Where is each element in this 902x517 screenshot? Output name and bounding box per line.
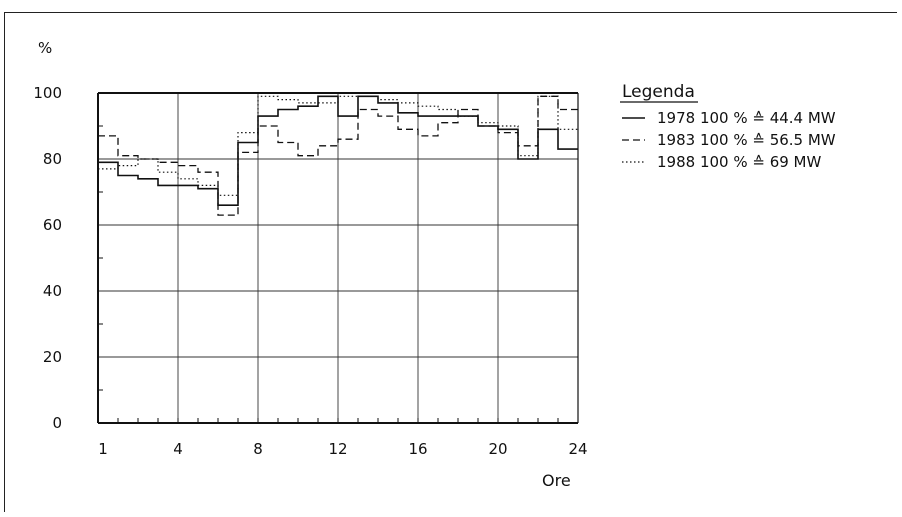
y-tick-label: 80 [43,150,62,168]
legend-label-1988: 1988 100 % ≙ 69 MW [657,153,821,171]
y-tick-label: 0 [52,414,62,432]
x-axis-title: Ore [542,471,571,490]
series-group [98,95,578,216]
axes [97,92,579,424]
grid [98,93,578,423]
y-unit-label: % [38,39,52,57]
x-tick-label: 24 [568,440,587,458]
y-tick-label: 20 [43,348,62,366]
legend-title: Legenda [622,82,695,102]
y-tick-label: 60 [43,216,62,234]
x-tick-label: 12 [328,440,347,458]
legend-label-1978: 1978 100 % ≙ 44.4 MW [657,109,836,127]
legend-items: 1978 100 % ≙ 44.4 MW 1983 100 % ≙ 56.5 MW… [622,109,836,171]
tick-labels: 0 20 40 60 80 100 1 4 8 12 16 20 24 [33,84,587,458]
x-tick-label: 20 [488,440,507,458]
y-tick-label: 100 [33,84,62,102]
figure-frame [4,12,897,512]
series-line-1983 [98,95,578,216]
legend-label-1983: 1983 100 % ≙ 56.5 MW [657,131,836,149]
x-tick-label: 4 [173,440,183,458]
x-tick-label: 16 [408,440,427,458]
legend: Legenda 1978 100 % ≙ 44.4 MW 1983 100 % ≙… [620,82,836,171]
y-tick-label: 40 [43,282,62,300]
x-tick-label: 1 [98,440,108,458]
x-tick-label: 8 [253,440,263,458]
